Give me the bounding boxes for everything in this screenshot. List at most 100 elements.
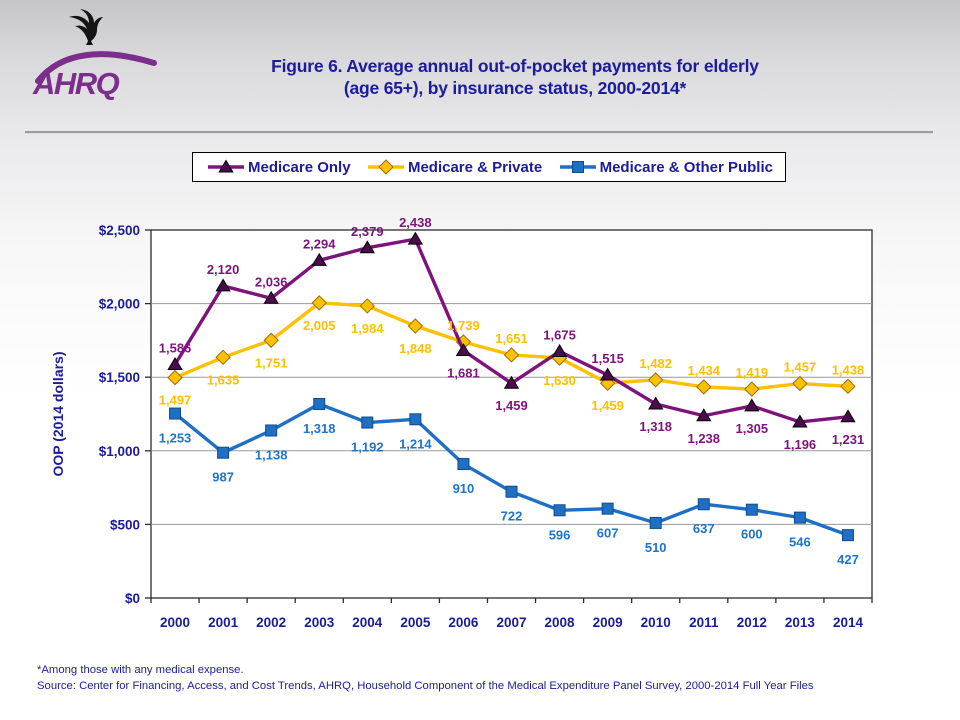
legend-label-medicare-only: Medicare Only — [248, 158, 351, 176]
data-label: 1,630 — [543, 373, 576, 388]
data-label: 607 — [597, 526, 619, 541]
series-medicare-other-public — [169, 397, 854, 542]
footnote: *Among those with any medical expense. — [37, 664, 244, 676]
data-label: 1,196 — [784, 437, 817, 452]
data-label: 546 — [789, 535, 811, 550]
data-label: 1,138 — [255, 447, 288, 462]
data-label: 1,438 — [832, 362, 865, 377]
data-label: 1,457 — [784, 360, 817, 375]
data-label: 2,294 — [303, 236, 336, 251]
data-point-marker — [263, 290, 279, 304]
data-point-marker — [744, 398, 760, 412]
data-point-marker — [841, 529, 854, 542]
figure-title-line2: (age 65+), by insurance status, 2000-201… — [343, 77, 687, 98]
figure-title-line1: Figure 6. Average annual out-of-pocket p… — [271, 56, 759, 76]
data-label: 1,651 — [495, 331, 528, 346]
data-label: 2,438 — [399, 215, 432, 230]
x-tick-label: 2002 — [256, 615, 286, 630]
data-point-marker — [503, 347, 520, 363]
data-point-marker — [313, 397, 326, 410]
data-label: 1,318 — [639, 419, 672, 434]
data-point-marker — [167, 369, 183, 386]
x-tick-label: 2012 — [737, 615, 767, 630]
data-point-marker — [696, 379, 712, 395]
hhs-eagle-icon — [69, 9, 103, 45]
data-point-marker — [457, 458, 470, 471]
data-point-marker — [455, 334, 472, 350]
data-point-marker — [744, 381, 760, 397]
data-label: 2,005 — [303, 318, 336, 333]
data-point-marker — [505, 485, 518, 498]
y-tick-label: $2,000 — [99, 297, 140, 312]
data-point-marker — [265, 424, 278, 437]
data-point-marker — [649, 516, 662, 529]
data-label: 910 — [453, 481, 475, 496]
x-tick-label: 2008 — [545, 615, 576, 630]
data-label: 427 — [837, 552, 859, 567]
ahrq-logo: AHRQ — [32, 51, 157, 100]
legend-marker-medicare-other-public-icon — [559, 159, 597, 175]
y-tick-label: $500 — [110, 517, 140, 532]
ahrq-logo-arc — [35, 51, 157, 84]
x-tick-label: 2007 — [496, 615, 526, 630]
data-point-marker — [169, 407, 182, 420]
series-line — [173, 402, 849, 537]
data-label: 1,253 — [159, 431, 192, 446]
data-point-marker — [263, 332, 279, 348]
ahrq-logo-text: AHRQ — [32, 66, 120, 100]
data-point-marker — [599, 375, 616, 391]
data-label: 1,482 — [639, 356, 672, 371]
data-point-marker — [793, 511, 806, 524]
data-label: 1,459 — [495, 398, 528, 413]
series-line — [173, 237, 849, 424]
data-label: 1,586 — [159, 341, 192, 356]
data-point-marker — [407, 318, 424, 334]
divider-line — [25, 131, 933, 134]
plot-area — [150, 229, 873, 599]
data-point-marker — [359, 298, 376, 314]
source-line: Source: Center for Financing, Access, an… — [37, 680, 814, 692]
legend-item-medicare-private: Medicare & Private — [367, 159, 542, 176]
data-label: 987 — [212, 470, 234, 485]
data-label: 1,305 — [736, 421, 769, 436]
x-tick-label: 2010 — [641, 615, 671, 630]
data-label: 1,231 — [832, 432, 865, 447]
data-point-marker — [218, 159, 234, 173]
data-label: 1,675 — [543, 327, 576, 342]
data-label: 600 — [741, 527, 763, 542]
data-label: 1,318 — [303, 421, 336, 436]
y-tick-label: $1,500 — [99, 370, 140, 385]
legend-label-medicare-private: Medicare & Private — [407, 158, 543, 176]
data-point-marker — [792, 375, 808, 392]
data-point-marker — [311, 295, 327, 311]
y-tick-label: $0 — [125, 591, 140, 606]
data-point-marker — [551, 350, 568, 366]
data-label: 637 — [693, 521, 715, 536]
data-point-marker — [571, 161, 584, 173]
y-axis-title: OOP (2014 dollars) — [50, 351, 66, 476]
y-tick-label: $1,000 — [99, 444, 140, 459]
data-label: 1,681 — [447, 366, 480, 381]
data-label: 2,036 — [255, 274, 288, 289]
data-point-marker — [215, 349, 231, 366]
y-tick-label: $2,500 — [99, 223, 140, 238]
data-label: 1,434 — [687, 363, 720, 378]
data-point-marker — [840, 409, 856, 423]
data-point-marker — [648, 396, 664, 410]
data-point-marker — [359, 240, 375, 254]
x-tick-label: 2013 — [785, 615, 816, 630]
data-point-marker — [647, 372, 664, 388]
series-medicare-only — [167, 231, 856, 428]
data-point-marker — [167, 357, 183, 371]
chart-legend: Medicare Only Medicare & Private Medicar… — [192, 152, 786, 182]
data-point-marker — [599, 367, 616, 381]
legend-label-medicare-other-public: Medicare & Other Public — [599, 158, 773, 176]
data-label: 1,238 — [687, 431, 720, 446]
x-tick-label: 2003 — [304, 615, 335, 630]
data-label: 596 — [549, 527, 571, 542]
x-tick-label: 2001 — [208, 615, 239, 630]
data-label: 2,120 — [207, 262, 240, 277]
data-label: 1,515 — [591, 351, 624, 366]
